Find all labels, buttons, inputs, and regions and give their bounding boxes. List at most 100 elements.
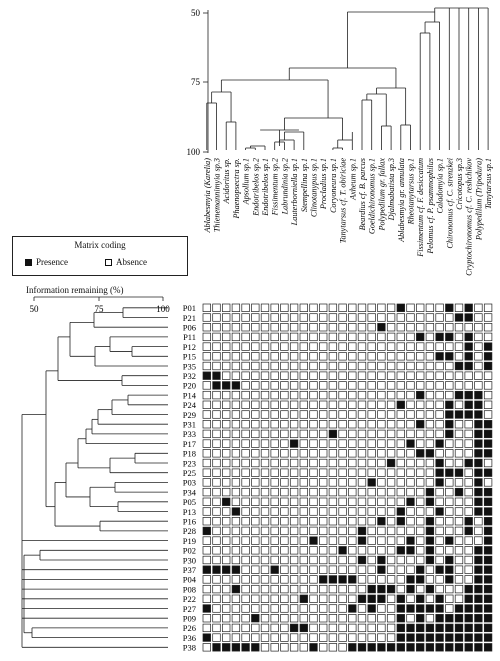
- absence-cell: [319, 410, 328, 419]
- absence-cell: [454, 575, 464, 584]
- absence-cell: [348, 303, 357, 312]
- absence-cell: [357, 614, 367, 623]
- absence-cell: [406, 420, 415, 429]
- absence-cell: [299, 604, 308, 613]
- absence-cell: [289, 390, 299, 400]
- absence-cell: [251, 420, 260, 429]
- absence-cell: [251, 313, 260, 322]
- absence-cell: [338, 381, 347, 390]
- absence-cell: [406, 526, 415, 536]
- absence-cell: [241, 342, 250, 351]
- top-axis-label: 75: [191, 77, 201, 87]
- presence-cell: [445, 575, 454, 584]
- absence-cell: [416, 507, 425, 516]
- absence-cell: [406, 352, 415, 361]
- absence-cell: [280, 458, 289, 468]
- absence-cell: [222, 410, 231, 419]
- absence-cell: [280, 313, 289, 322]
- absence-cell: [251, 536, 260, 545]
- absence-cell: [289, 332, 299, 342]
- absence-cell: [299, 478, 308, 487]
- presence-cell: [231, 507, 241, 516]
- absence-cell: [425, 410, 435, 419]
- absence-cell: [319, 507, 328, 516]
- absence-cell: [241, 555, 250, 565]
- absence-cell: [406, 381, 415, 390]
- species-label: Clinotanypus sp.1: [310, 158, 319, 217]
- site-label: P01: [183, 303, 196, 313]
- absence-cell: [367, 526, 376, 536]
- absence-cell: [309, 361, 318, 371]
- presence-cell: [445, 303, 454, 312]
- absence-cell: [357, 584, 367, 594]
- legend-presence: Presence: [25, 257, 68, 267]
- absence-cell: [386, 497, 396, 506]
- absence-cell: [241, 303, 250, 312]
- absence-cell: [435, 536, 444, 545]
- absence-cell: [299, 565, 308, 574]
- absence-cell: [251, 381, 260, 390]
- absence-cell: [445, 594, 454, 603]
- presence-cell: [474, 555, 483, 565]
- absence-cell: [406, 507, 415, 516]
- info-axis-title: Information remaining (%): [26, 285, 124, 295]
- absence-cell: [270, 400, 279, 409]
- absence-cell: [280, 323, 289, 332]
- absence-cell: [309, 594, 318, 603]
- absence-cell: [212, 468, 221, 477]
- absence-cell: [289, 565, 299, 574]
- absence-cell: [251, 604, 260, 613]
- absence-cell: [348, 371, 357, 380]
- absence-cell: [396, 313, 405, 322]
- absence-cell: [280, 526, 289, 536]
- absence-cell: [309, 420, 318, 429]
- absence-cell: [328, 313, 338, 322]
- absence-cell: [348, 332, 357, 342]
- absence-cell: [445, 507, 454, 516]
- absence-cell: [260, 371, 270, 380]
- absence-cell: [251, 497, 260, 506]
- presence-cell: [464, 342, 473, 351]
- absence-cell: [222, 614, 231, 623]
- absence-cell: [289, 449, 299, 458]
- absence-cell: [280, 497, 289, 506]
- absence-cell: [367, 497, 376, 506]
- absence-cell: [348, 400, 357, 409]
- absence-cell: [445, 487, 454, 497]
- absence-cell: [212, 487, 221, 497]
- species-label: Stempellina sp.1: [300, 158, 309, 212]
- absence-cell: [377, 371, 386, 380]
- absence-cell: [260, 536, 270, 545]
- presence-cell: [435, 614, 444, 623]
- absence-cell: [289, 458, 299, 468]
- site-label: P03: [183, 478, 196, 488]
- absence-cell: [338, 584, 347, 594]
- absence-cell: [357, 458, 367, 468]
- absence-cell: [299, 449, 308, 458]
- presence-cell: [367, 584, 376, 594]
- absence-cell: [338, 633, 347, 642]
- site-label: P28: [183, 526, 196, 536]
- absence-cell: [260, 303, 270, 312]
- absence-cell: [425, 420, 435, 429]
- absence-cell: [396, 420, 405, 429]
- absence-cell: [202, 439, 211, 448]
- matrix-legend: Matrix coding Presence Absence: [12, 236, 188, 276]
- absence-cell: [299, 313, 308, 322]
- absence-cell: [309, 633, 318, 642]
- species-label: Endotribelos sp.1: [261, 158, 270, 217]
- absence-cell: [270, 332, 279, 342]
- absence-cell: [260, 487, 270, 497]
- presence-cell: [454, 468, 464, 477]
- absence-cell: [231, 342, 241, 351]
- site-label: P35: [183, 361, 196, 371]
- absence-cell: [309, 555, 318, 565]
- absence-cell: [212, 526, 221, 536]
- absence-cell: [425, 575, 435, 584]
- absence-cell: [222, 458, 231, 468]
- absence-cell: [386, 381, 396, 390]
- absence-cell: [260, 458, 270, 468]
- absence-cell: [319, 420, 328, 429]
- absence-cell: [396, 332, 405, 342]
- absence-cell: [416, 303, 425, 312]
